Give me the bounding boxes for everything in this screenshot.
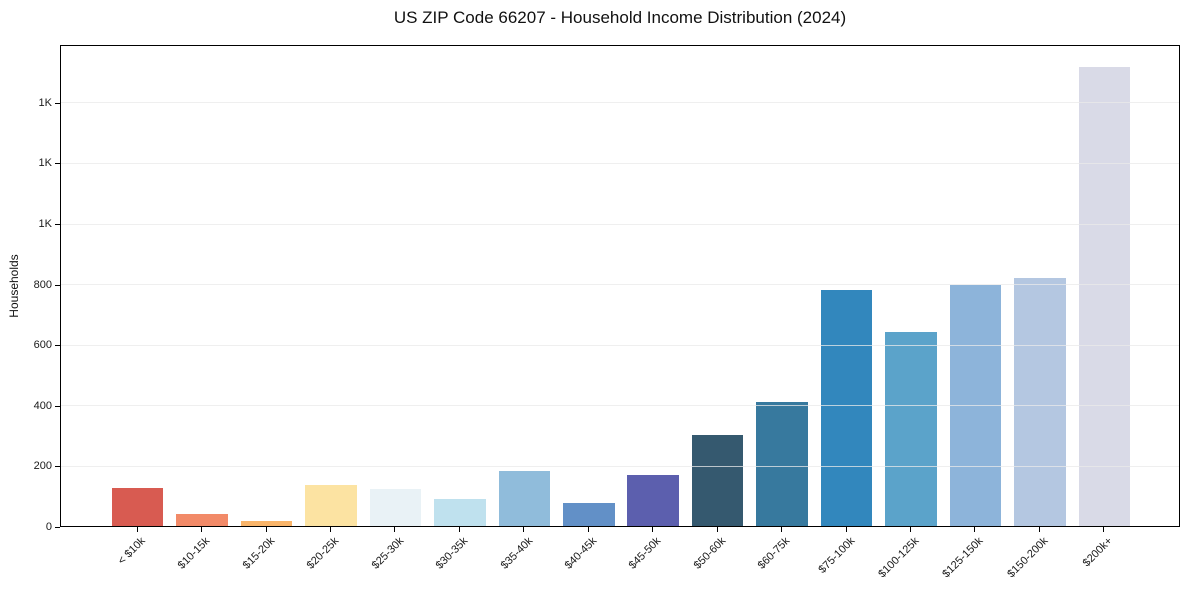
bar-$50-60k bbox=[691, 435, 744, 526]
gridline bbox=[61, 344, 1179, 346]
x-tick-mark bbox=[265, 527, 267, 532]
y-tick-mark bbox=[55, 405, 60, 407]
x-tick-label: $10-15k bbox=[176, 535, 213, 572]
x-tick-label: $200k+ bbox=[1080, 535, 1115, 570]
x-tick-mark bbox=[1103, 527, 1105, 532]
y-tick-label: 1K bbox=[38, 96, 52, 109]
x-tick-mark bbox=[330, 527, 331, 532]
y-tick-mark bbox=[55, 527, 60, 528]
x-tick-mark bbox=[523, 527, 525, 532]
y-tick-label: 200 bbox=[33, 460, 52, 473]
x-tick-mark bbox=[587, 527, 589, 532]
y-tick-label: 0 bbox=[45, 521, 52, 533]
x-tick-mark bbox=[458, 527, 460, 532]
bar-$45-50k bbox=[627, 474, 679, 526]
x-tick-label: $25-30k bbox=[369, 535, 406, 572]
y-tick-label: 1K bbox=[38, 157, 52, 170]
gridline bbox=[61, 162, 1179, 164]
bar-$100-125k bbox=[885, 332, 937, 526]
y-tick-mark bbox=[55, 345, 60, 347]
bar-$25-30k bbox=[369, 489, 422, 526]
bar-$20-25k bbox=[305, 484, 357, 526]
x-tick-mark bbox=[845, 527, 847, 532]
bar-$60-75k bbox=[756, 401, 808, 526]
y-tick-label: 1K bbox=[38, 218, 52, 231]
gridline bbox=[61, 405, 1179, 407]
x-tick-label: $75-100k bbox=[816, 535, 858, 576]
y-tick-label: 600 bbox=[33, 339, 52, 352]
x-tick-mark bbox=[781, 527, 783, 532]
x-tick-mark bbox=[201, 527, 203, 532]
x-tick-label: $40-45k bbox=[562, 535, 600, 572]
bar-$40-45k bbox=[563, 503, 615, 526]
gridline bbox=[61, 223, 1179, 225]
x-tick-label: $20-25k bbox=[304, 535, 342, 572]
chart-title: US ZIP Code 66207 - Household Income Dis… bbox=[393, 8, 847, 27]
bar-$35-40k bbox=[498, 470, 551, 526]
x-tick-label: $35-40k bbox=[498, 535, 535, 572]
y-tick-label: 800 bbox=[33, 278, 52, 291]
x-tick-label: $150-200k bbox=[1005, 535, 1051, 581]
x-tick-mark bbox=[1038, 527, 1040, 532]
bar-$150-200k bbox=[1014, 278, 1066, 526]
x-tick-label: $100-125k bbox=[876, 535, 922, 581]
x-tick-label: $15-20k bbox=[240, 535, 278, 572]
x-tick-label: $60-75k bbox=[755, 535, 793, 572]
x-tick-mark bbox=[394, 527, 396, 532]
y-tick-label: 400 bbox=[33, 399, 52, 412]
bar-$200k+ bbox=[1078, 67, 1131, 526]
gridline bbox=[61, 284, 1179, 286]
gridline bbox=[61, 465, 1179, 467]
y-tick-mark bbox=[55, 224, 60, 226]
bar-$10-15k bbox=[176, 513, 228, 526]
bar-$30-35k bbox=[434, 498, 486, 526]
x-tick-mark bbox=[716, 527, 718, 532]
x-tick-label: $30-35k bbox=[433, 535, 471, 572]
x-tick-label: $125-150k bbox=[940, 535, 986, 581]
y-tick-mark bbox=[55, 102, 60, 104]
y-tick-mark bbox=[55, 163, 60, 165]
x-tick-mark bbox=[909, 527, 911, 532]
bar-$15-20k bbox=[240, 521, 293, 526]
x-tick-mark bbox=[974, 527, 976, 532]
x-tick-mark bbox=[136, 527, 138, 532]
bar-$75-100k bbox=[820, 289, 873, 526]
y-tick-mark bbox=[55, 466, 60, 468]
bar-< $10k bbox=[111, 488, 164, 526]
x-tick-label: < $10k bbox=[116, 535, 149, 568]
y-tick-mark bbox=[55, 284, 60, 286]
gridline bbox=[61, 102, 1179, 104]
x-tick-label: $50-60k bbox=[691, 535, 729, 572]
plot-area bbox=[60, 45, 1180, 527]
x-tick-label: $45-50k bbox=[627, 535, 664, 572]
x-tick-mark bbox=[652, 527, 654, 532]
